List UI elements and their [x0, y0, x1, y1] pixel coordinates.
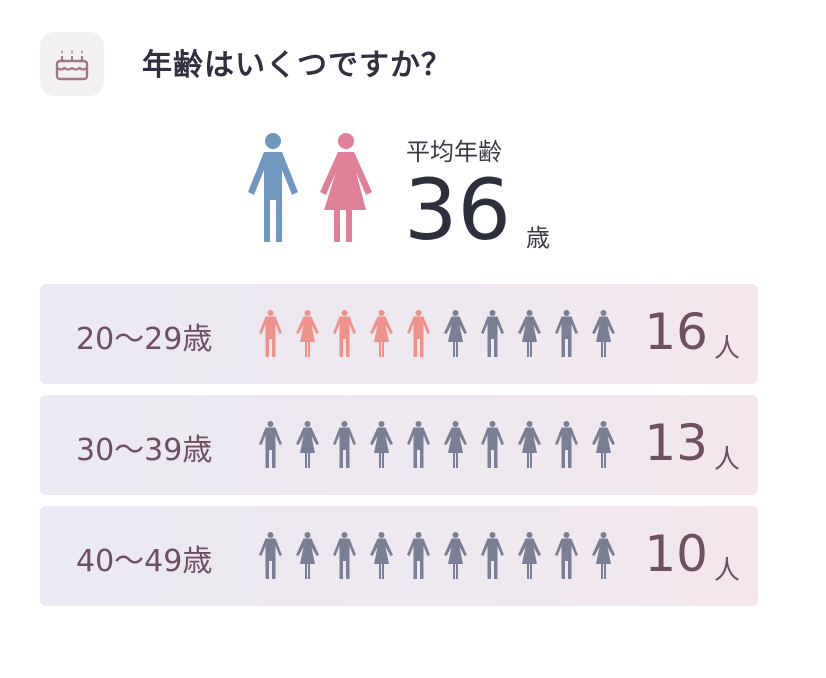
male-person-icon: [259, 532, 282, 579]
person-count: 10: [644, 525, 708, 583]
people-figures: [258, 532, 616, 580]
male-person-icon: [407, 421, 430, 468]
couple-illustration: [240, 130, 380, 252]
female-person-icon: [518, 310, 541, 357]
male-person-icon: [333, 532, 356, 579]
person-count: 16: [644, 303, 708, 361]
female-person-icon: [370, 310, 393, 357]
male-person-icon: [555, 532, 578, 579]
female-person-icon: [296, 532, 319, 579]
male-person-icon: [407, 310, 430, 357]
male-person-icon: [555, 421, 578, 468]
person-count-unit: 人: [713, 556, 740, 586]
male-person-icon: [481, 310, 504, 357]
male-person-icon: [555, 310, 578, 357]
female-person-icon: [592, 421, 615, 468]
age-row-40s: 40〜49歳 10 人: [40, 506, 758, 606]
female-person-icon: [592, 310, 615, 357]
male-person-icon: [333, 421, 356, 468]
male-person-icon: [333, 310, 356, 357]
male-figure-icon: [248, 133, 298, 242]
female-person-icon: [518, 532, 541, 579]
female-person-icon: [296, 310, 319, 357]
female-person-icon: [444, 421, 467, 468]
male-person-icon: [481, 532, 504, 579]
age-range-label: 20〜29歳: [76, 322, 213, 357]
female-person-icon: [296, 421, 319, 468]
female-person-icon: [370, 421, 393, 468]
average-age-label: 平均年齢: [406, 138, 502, 166]
female-person-icon: [518, 421, 541, 468]
male-person-icon: [407, 532, 430, 579]
page-title: 年齢はいくつですか？: [142, 48, 452, 83]
age-row-20s: 20〜29歳 16 人: [40, 284, 758, 384]
people-figures: [258, 310, 616, 358]
female-person-icon: [444, 532, 467, 579]
average-age-unit: 歳: [526, 224, 550, 252]
female-figure-icon: [320, 133, 372, 242]
male-person-icon: [259, 421, 282, 468]
age-range-label: 30〜39歳: [76, 433, 213, 468]
person-count-unit: 人: [713, 445, 740, 475]
age-range-label: 40〜49歳: [76, 544, 213, 579]
male-person-icon: [481, 421, 504, 468]
female-person-icon: [444, 310, 467, 357]
birthday-cake-icon: [55, 50, 89, 81]
people-figures: [258, 421, 616, 469]
average-age-value: 36: [404, 161, 511, 259]
person-count-unit: 人: [713, 334, 740, 364]
male-person-icon: [259, 310, 282, 357]
female-person-icon: [592, 532, 615, 579]
person-count: 13: [644, 414, 708, 472]
age-row-30s: 30〜39歳 13 人: [40, 395, 758, 495]
cake-icon-badge: [40, 32, 104, 96]
female-person-icon: [370, 532, 393, 579]
